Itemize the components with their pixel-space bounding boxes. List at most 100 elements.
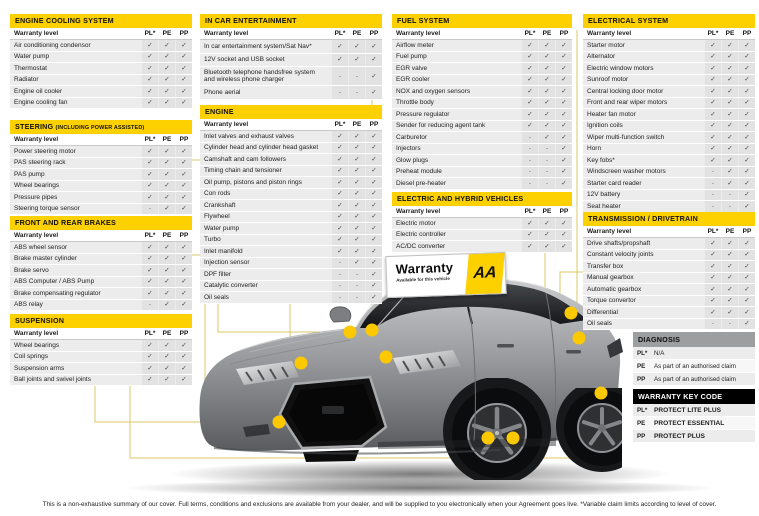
not-covered-mark: - (705, 166, 721, 178)
covered-check: ✓ (739, 74, 755, 86)
component-label: In car entertainment system/Sat Nav* (204, 42, 312, 50)
covered-check: ✓ (739, 63, 755, 74)
component-label: Electric window motors (587, 64, 654, 72)
covered-check: ✓ (159, 374, 175, 386)
covered-check: ✓ (142, 340, 158, 351)
not-covered-mark: - (705, 189, 721, 201)
not-covered-mark: - (349, 67, 365, 86)
covered-check: ✓ (159, 242, 175, 253)
covered-check: ✓ (349, 177, 365, 188)
component-label: Brake compensating regulator (14, 289, 101, 297)
covered-check: ✓ (332, 40, 348, 53)
covered-check: ✓ (366, 40, 382, 53)
aa-logo: AA (465, 252, 505, 295)
component-label: Bluetooth telephone handsfree system and… (204, 68, 315, 84)
covered-check: ✓ (739, 284, 755, 295)
component-label: Wheel bearings (14, 341, 60, 349)
covered-check: ✓ (176, 253, 192, 265)
row-header-label: Warranty level (14, 232, 59, 240)
table-row: Turbo ✓ ✓ ✓ (200, 234, 382, 247)
covered-check: ✓ (159, 74, 175, 86)
component-label: Transfer box (587, 262, 624, 270)
covered-check: ✓ (522, 74, 538, 86)
door-handle (566, 350, 581, 354)
table-row: Catalytic converter - - ✓ (200, 280, 382, 293)
component-label: NOX and oxygen sensors (396, 87, 471, 95)
covered-check: ✓ (142, 192, 158, 203)
covered-check: ✓ (176, 86, 192, 97)
not-covered-mark: - (522, 132, 538, 143)
bumper-intake (303, 450, 359, 462)
covered-check: ✓ (739, 120, 755, 132)
table-row: Central locking door motor ✓ ✓ ✓ (583, 86, 755, 98)
table-row: Timing chain and tensioner ✓ ✓ ✓ (200, 165, 382, 178)
callout-dot (272, 415, 286, 429)
not-covered-mark: - (539, 178, 555, 189)
not-covered-mark: - (349, 269, 365, 280)
legend-key: PE (637, 419, 646, 427)
component-label: 12V socket and USB socket (204, 56, 285, 64)
covered-check: ✓ (142, 74, 158, 86)
table-header-row: Warranty level PL* PE PP (10, 230, 192, 243)
covered-check: ✓ (705, 155, 721, 166)
table-electrical-system: ELECTRICAL SYSTEM Warranty level PL* PE PP St… (583, 14, 755, 213)
callout-dot (343, 325, 357, 339)
covered-check: ✓ (556, 109, 572, 120)
row-header-label: Warranty level (14, 30, 59, 38)
covered-check: ✓ (556, 178, 572, 189)
component-label: EGR cooler (396, 76, 430, 84)
covered-check: ✓ (556, 86, 572, 97)
component-label: Turbo (204, 236, 221, 244)
covered-check: ✓ (349, 257, 365, 269)
covered-check: ✓ (159, 299, 175, 311)
table-header-row: Warranty level PL* PE PP (583, 28, 755, 41)
covered-check: ✓ (366, 223, 382, 234)
component-label: Radiator (14, 76, 39, 84)
headlight-right (393, 350, 461, 374)
column-header: PL* (334, 30, 346, 38)
table-header-row: Warranty level PL* PE PP (392, 28, 572, 41)
covered-check: ✓ (722, 51, 738, 63)
covered-check: ✓ (159, 351, 175, 363)
table-title: ENGINE (200, 105, 382, 120)
covered-check: ✓ (705, 284, 721, 295)
covered-check: ✓ (176, 74, 192, 86)
table-row: Torque convertor ✓ ✓ ✓ (583, 295, 755, 308)
covered-check: ✓ (159, 180, 175, 192)
covered-check: ✓ (159, 97, 175, 109)
covered-check: ✓ (539, 109, 555, 120)
not-covered-mark: - (722, 201, 738, 212)
covered-check: ✓ (159, 146, 175, 157)
disclaimer-text: This is a non-exhaustive summary of our … (42, 501, 717, 508)
covered-check: ✓ (332, 177, 348, 188)
covered-check: ✓ (722, 238, 738, 249)
roof-sign-text: Warranty Available for this vehicle (386, 254, 467, 297)
component-label: Brake master cylinder (14, 255, 77, 263)
covered-check: ✓ (176, 363, 192, 374)
covered-check: ✓ (159, 157, 175, 169)
component-label: EGR valve (396, 64, 428, 72)
table-header-row: Warranty level PL* PE PP (10, 28, 192, 41)
covered-check: ✓ (556, 166, 572, 178)
column-header: PL* (524, 208, 536, 216)
table-front-and-rear-brakes: FRONT AND REAR BRAKES Warranty level PL* PE… (10, 216, 192, 312)
component-label: Steering torque sensor (14, 205, 80, 213)
column-header: PP (179, 232, 189, 240)
table-row: Sender for reducing agent tank ✓ ✓ ✓ (392, 120, 572, 133)
covered-check: ✓ (739, 155, 755, 166)
table-title-suffix: (INCLUDING POWER ASSISTED) (55, 125, 145, 131)
table-row: Automatic gearbox ✓ ✓ ✓ (583, 284, 755, 296)
table-row: PAS steering rack ✓ ✓ ✓ (10, 157, 192, 170)
diagnosis-box: DIAGNOSIS PL* N/A PE As part of an authorise… (633, 332, 755, 386)
not-covered-mark: - (722, 189, 738, 201)
covered-check: ✓ (739, 318, 755, 330)
table-row: Alternator ✓ ✓ ✓ (583, 51, 755, 64)
covered-check: ✓ (142, 363, 158, 374)
table-row: Brake master cylinder ✓ ✓ ✓ (10, 253, 192, 266)
column-header: PP (179, 136, 189, 144)
table-row: Phone aerial - - ✓ (200, 86, 382, 100)
covered-check: ✓ (722, 74, 738, 86)
column-header: PP (742, 30, 752, 38)
front-grille (278, 375, 388, 450)
covered-check: ✓ (556, 51, 572, 63)
